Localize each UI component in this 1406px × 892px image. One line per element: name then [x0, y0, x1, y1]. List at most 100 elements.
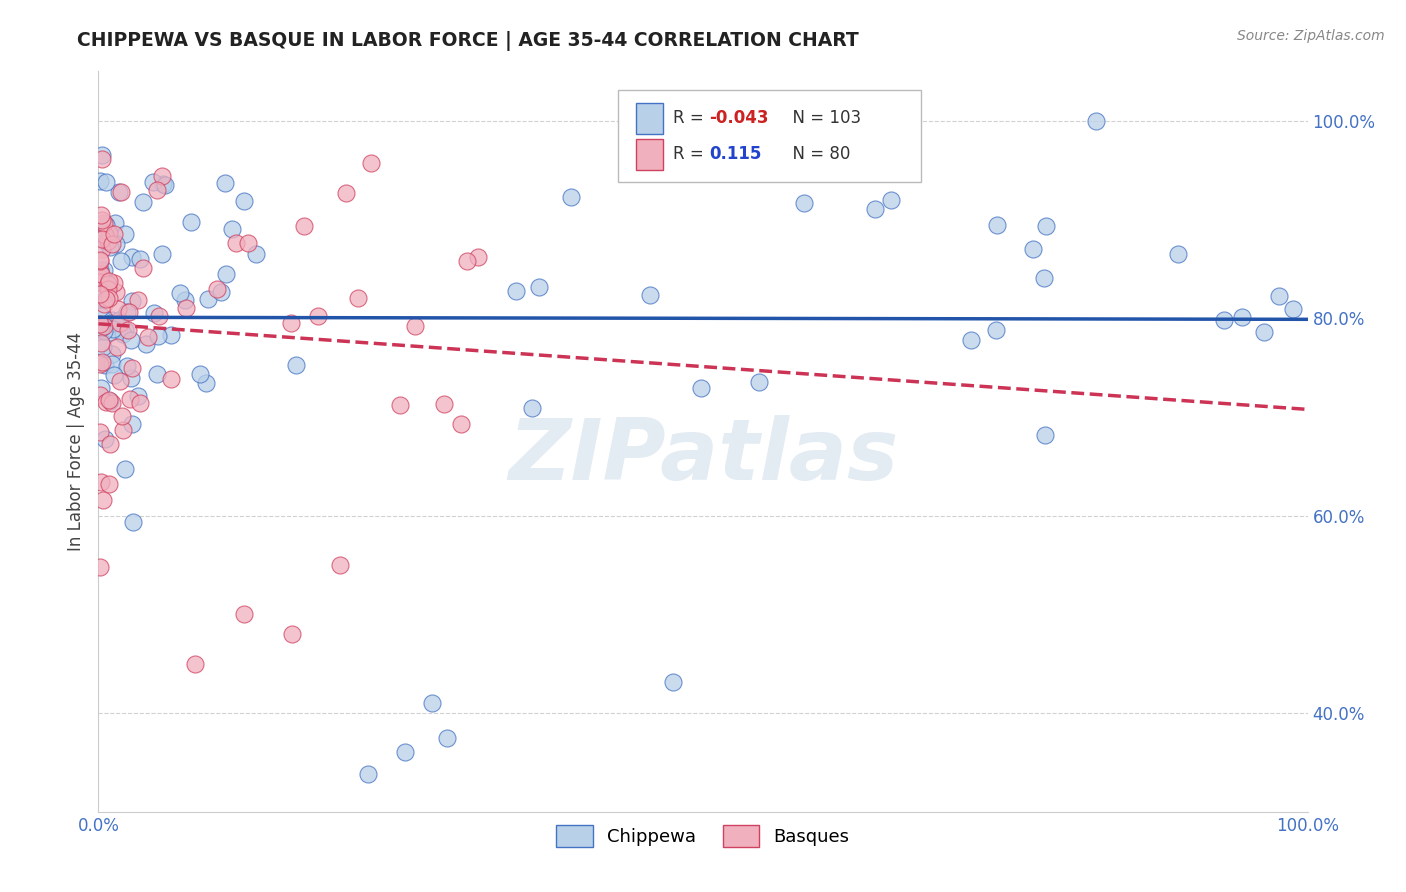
Text: Source: ZipAtlas.com: Source: ZipAtlas.com — [1237, 29, 1385, 43]
Point — [404, 318, 426, 333]
Text: -0.043: -0.043 — [709, 110, 769, 128]
Point — [174, 293, 197, 308]
Point — [101, 322, 124, 336]
Point — [347, 291, 370, 305]
Point — [120, 392, 142, 407]
Point — [97, 282, 120, 296]
Point — [90, 310, 112, 324]
Point — [98, 394, 121, 409]
Point — [114, 323, 136, 337]
Point — [90, 267, 112, 281]
Point — [89, 317, 111, 331]
Point — [135, 337, 157, 351]
Point — [111, 409, 134, 423]
Point — [960, 333, 983, 347]
Point — [127, 388, 149, 402]
Point — [436, 731, 458, 745]
Point — [986, 218, 1008, 232]
Point — [114, 227, 136, 241]
Point — [93, 297, 115, 311]
Point — [105, 285, 128, 299]
Text: R =: R = — [673, 110, 709, 128]
Point — [148, 310, 170, 324]
Point — [91, 340, 114, 354]
Point — [232, 607, 254, 622]
Point — [94, 318, 117, 332]
Point — [94, 235, 117, 249]
Point — [93, 216, 115, 230]
Point — [94, 227, 117, 242]
Point — [97, 227, 120, 241]
Point — [1268, 288, 1291, 302]
Point — [100, 313, 122, 327]
Point — [155, 178, 177, 192]
Point — [110, 185, 132, 199]
Point — [90, 336, 112, 351]
Point — [93, 229, 115, 244]
Point — [121, 334, 143, 348]
Point — [89, 276, 111, 290]
FancyBboxPatch shape — [619, 90, 921, 183]
Point — [394, 745, 416, 759]
Point — [146, 367, 169, 381]
Point — [152, 178, 174, 192]
Point — [180, 215, 202, 229]
Point — [690, 381, 713, 395]
Point — [527, 279, 550, 293]
Point — [89, 357, 111, 371]
Point — [662, 675, 685, 690]
Point — [1253, 325, 1275, 339]
Point — [136, 330, 159, 344]
Text: R =: R = — [673, 145, 709, 163]
Y-axis label: In Labor Force | Age 35-44: In Labor Force | Age 35-44 — [66, 332, 84, 551]
Point — [195, 376, 218, 391]
Point — [1033, 427, 1056, 442]
Point — [1035, 219, 1057, 234]
Point — [90, 208, 112, 222]
Point — [433, 397, 456, 411]
Point — [98, 437, 121, 451]
Point — [152, 247, 174, 261]
Point — [100, 239, 122, 253]
Point — [129, 252, 152, 266]
Point — [560, 190, 582, 204]
Point — [96, 219, 118, 233]
Point — [97, 277, 120, 292]
Point — [522, 401, 544, 415]
Point — [357, 766, 380, 780]
Point — [132, 261, 155, 276]
Point — [93, 492, 115, 507]
Point — [1167, 247, 1189, 261]
Point — [112, 423, 135, 437]
Point — [1084, 113, 1107, 128]
Point — [115, 359, 138, 373]
Point — [121, 515, 143, 529]
Point — [238, 235, 260, 250]
Point — [360, 155, 382, 169]
Point — [104, 316, 127, 330]
Point — [129, 395, 152, 409]
Point — [98, 227, 121, 242]
Point — [280, 316, 302, 330]
Point — [307, 309, 329, 323]
Point — [880, 193, 903, 207]
Point — [103, 368, 125, 383]
Point — [148, 328, 170, 343]
Text: N = 80: N = 80 — [782, 145, 851, 163]
Point — [335, 186, 357, 200]
Point — [90, 148, 112, 162]
Point — [93, 262, 115, 277]
Point — [89, 291, 111, 305]
Bar — [637, 103, 664, 135]
Point — [420, 696, 443, 710]
Point — [108, 313, 131, 327]
Point — [143, 306, 166, 320]
Point — [104, 216, 127, 230]
Point — [748, 375, 770, 389]
Point — [91, 354, 114, 368]
Point — [89, 173, 111, 187]
Point — [121, 250, 143, 264]
Point — [1282, 301, 1305, 316]
Point — [456, 254, 478, 268]
Point — [112, 327, 135, 342]
